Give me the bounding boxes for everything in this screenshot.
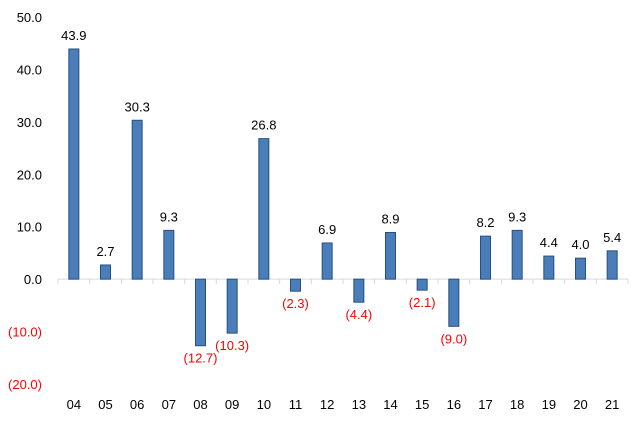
- x-tick-label-19: 19: [542, 397, 556, 412]
- bar-12: [321, 242, 333, 280]
- data-label-07: 9.3: [160, 209, 178, 224]
- x-tick-label-08: 08: [193, 397, 207, 412]
- data-label-10: 26.8: [251, 118, 276, 133]
- data-label-04: 43.9: [61, 28, 86, 43]
- bar-09: [226, 278, 238, 334]
- x-tick-label-05: 05: [98, 397, 112, 412]
- x-tick-label-18: 18: [510, 397, 524, 412]
- bar-17: [480, 235, 491, 280]
- data-label-05: 2.7: [96, 244, 114, 259]
- bar-18: [511, 229, 523, 280]
- bar-05: [100, 264, 111, 280]
- bar-10: [258, 138, 270, 280]
- bar-11: [290, 278, 301, 292]
- data-label-16: (9.0): [440, 331, 467, 346]
- bar-20: [575, 257, 586, 280]
- data-label-17: 8.2: [476, 215, 494, 230]
- x-tick-label-13: 13: [352, 397, 366, 412]
- y-tick-label: 20.0: [17, 167, 42, 182]
- x-tick-label-14: 14: [383, 397, 397, 412]
- y-tick-label: 30.0: [17, 115, 42, 130]
- y-tick-label: (20.0): [8, 377, 42, 392]
- bar-16: [448, 278, 460, 327]
- x-tick-label-04: 04: [67, 397, 81, 412]
- x-tick-label-17: 17: [478, 397, 492, 412]
- data-label-08: (12.7): [184, 351, 218, 366]
- x-tick-label-09: 09: [225, 397, 239, 412]
- x-tick-label-12: 12: [320, 397, 334, 412]
- data-label-13: (4.4): [345, 307, 372, 322]
- x-tick-label-20: 20: [573, 397, 587, 412]
- data-label-06: 30.3: [125, 99, 150, 114]
- y-tick-label: 10.0: [17, 220, 42, 235]
- bar-14: [385, 231, 396, 280]
- data-label-15: (2.1): [409, 295, 436, 310]
- x-tick-label-11: 11: [289, 397, 303, 412]
- x-tick-label-16: 16: [447, 397, 461, 412]
- data-label-20: 4.0: [571, 237, 589, 252]
- data-label-18: 9.3: [508, 209, 526, 224]
- data-label-11: (2.3): [282, 296, 309, 311]
- data-label-09: (10.3): [215, 338, 249, 353]
- x-tick-label-15: 15: [415, 397, 429, 412]
- bar-08: [195, 278, 206, 347]
- bar-21: [606, 250, 618, 280]
- y-tick-label: 40.0: [17, 62, 42, 77]
- bar-15: [416, 278, 428, 291]
- x-tick-label-06: 06: [130, 397, 144, 412]
- bar-19: [543, 255, 555, 280]
- x-tick-label-21: 21: [605, 397, 619, 412]
- data-label-21: 5.4: [603, 230, 621, 245]
- y-tick-label: 50.0: [17, 10, 42, 25]
- data-label-19: 4.4: [540, 235, 558, 250]
- x-tick-label-10: 10: [257, 397, 271, 412]
- bar-04: [68, 48, 80, 280]
- data-label-14: 8.9: [381, 211, 399, 226]
- bar-06: [131, 119, 143, 280]
- bar-13: [353, 278, 365, 303]
- x-tick-label-07: 07: [162, 397, 176, 412]
- data-label-12: 6.9: [318, 222, 336, 237]
- bar-07: [163, 229, 175, 280]
- y-tick-label: 0.0: [24, 272, 42, 287]
- y-tick-label: (10.0): [8, 325, 42, 340]
